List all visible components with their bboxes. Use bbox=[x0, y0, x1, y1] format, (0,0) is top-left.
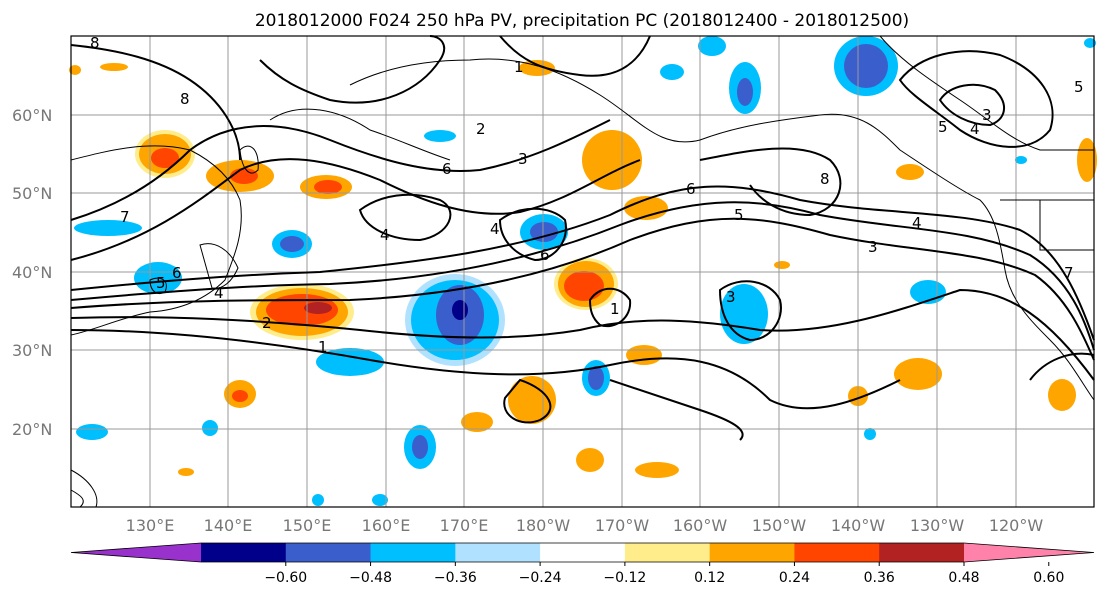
colorbar-tick-label: 0.12 bbox=[694, 570, 725, 586]
contour-label: 3 bbox=[868, 238, 878, 256]
lon-label: 140°E bbox=[204, 516, 253, 535]
contour-label: 1 bbox=[610, 300, 620, 318]
contour-label: 3 bbox=[982, 106, 992, 124]
lon-label: 160°E bbox=[362, 516, 411, 535]
lon-label: 120°W bbox=[989, 516, 1044, 535]
contour-label: 5 bbox=[1074, 78, 1084, 96]
colorbar-tick-label: −0.24 bbox=[519, 570, 562, 586]
lon-label: 140°W bbox=[831, 516, 886, 535]
colorbar-segment bbox=[455, 543, 541, 562]
contour-labels: 8 8 7 6 5 4 2 1 2 3 6 4 4 6 1 6 5 3 4 8 … bbox=[90, 34, 1084, 356]
lon-label: 180°W bbox=[516, 516, 571, 535]
lat-label: 40°N bbox=[12, 263, 52, 282]
colorbar-extension-max bbox=[964, 543, 1094, 562]
colorbar-tick-label: 0.36 bbox=[864, 570, 895, 586]
colorbar-segment bbox=[540, 543, 626, 562]
lat-label: 20°N bbox=[12, 420, 52, 439]
contour-label: 3 bbox=[518, 150, 528, 168]
longitude-labels: 130°E 140°E 150°E 160°E 170°E 180°W 170°… bbox=[126, 516, 1044, 535]
graticule bbox=[71, 36, 1094, 507]
contour-label: 3 bbox=[726, 288, 736, 306]
negative-precip-anomalies bbox=[74, 36, 1096, 506]
colorbar-segment bbox=[794, 543, 880, 562]
colorbar-tick-label: −0.60 bbox=[264, 570, 307, 586]
lon-label: 130°W bbox=[910, 516, 965, 535]
contour-label: 2 bbox=[262, 314, 272, 332]
contour-label: 7 bbox=[120, 208, 130, 226]
contour-label: 2 bbox=[476, 120, 486, 138]
contour-label: 5 bbox=[156, 274, 166, 292]
contour-label: 4 bbox=[214, 284, 224, 302]
lat-label: 30°N bbox=[12, 341, 52, 360]
lon-label: 170°E bbox=[440, 516, 489, 535]
colorbar: −0.60 −0.48 −0.36 −0.24 −0.12 0.12 0.24 0.36 0.4… bbox=[70, 542, 1095, 586]
lon-label: 160°W bbox=[673, 516, 728, 535]
lat-label: 60°N bbox=[12, 106, 52, 125]
contour-label: 1 bbox=[318, 338, 328, 356]
lon-label: 130°E bbox=[126, 516, 175, 535]
contour-label: 5 bbox=[938, 118, 948, 136]
colorbar-segment bbox=[201, 543, 287, 562]
contour-label: 6 bbox=[540, 246, 550, 264]
colorbar-outline bbox=[70, 542, 1095, 563]
contour-label: 4 bbox=[970, 120, 980, 138]
colorbar-tick-label: −0.48 bbox=[349, 570, 392, 586]
colorbar-segment bbox=[285, 543, 372, 562]
figure-title: 2018012000 F024 250 hPa PV, precipitatio… bbox=[255, 11, 909, 31]
contour-label: 8 bbox=[180, 90, 190, 108]
lon-label: 170°W bbox=[595, 516, 650, 535]
colorbar-tick-label: 0.24 bbox=[779, 570, 810, 586]
colorbar-segment bbox=[370, 543, 456, 562]
lon-label: 150°E bbox=[283, 516, 332, 535]
colorbar-extension-min bbox=[71, 543, 201, 562]
lon-label: 150°W bbox=[752, 516, 807, 535]
contour-label: 8 bbox=[820, 170, 830, 188]
lat-label: 50°N bbox=[12, 184, 52, 203]
contour-label: 1 bbox=[514, 58, 524, 76]
colorbar-tick-label: −0.12 bbox=[603, 570, 646, 586]
contour-label: 6 bbox=[686, 180, 696, 198]
colorbar-tick-label: 0.60 bbox=[1033, 570, 1064, 586]
contour-label: 4 bbox=[490, 220, 500, 238]
contour-label: 5 bbox=[734, 206, 744, 224]
contour-label: 6 bbox=[172, 264, 182, 282]
colorbar-segment bbox=[709, 543, 795, 562]
colorbar-tick-label: 0.48 bbox=[948, 570, 979, 586]
contour-label: 4 bbox=[912, 214, 922, 232]
map-frame bbox=[70, 35, 1095, 508]
contour-label: 7 bbox=[1064, 264, 1074, 282]
contour-label: 8 bbox=[90, 34, 100, 52]
contour-label: 6 bbox=[442, 160, 452, 178]
pv-contours bbox=[70, 35, 1095, 441]
colorbar-tick-label: −0.36 bbox=[434, 570, 477, 586]
contour-label: 4 bbox=[380, 226, 390, 244]
colorbar-segment bbox=[624, 543, 711, 562]
latitude-labels: 60°N 50°N 40°N 30°N 20°N bbox=[12, 106, 52, 439]
colorbar-segment bbox=[879, 543, 965, 562]
